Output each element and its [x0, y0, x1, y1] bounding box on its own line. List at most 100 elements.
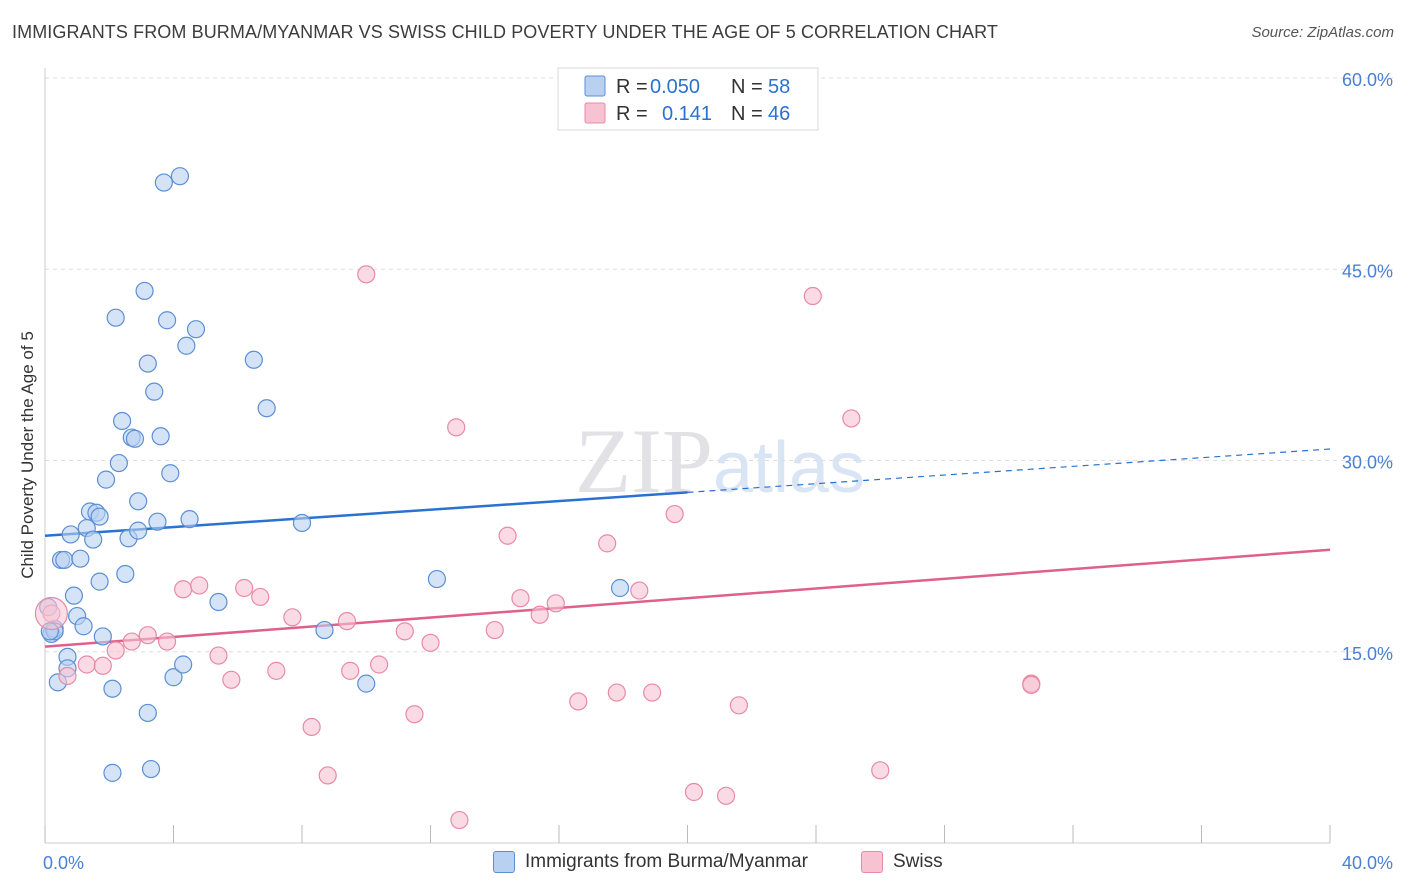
- data-point-swiss[interactable]: [630, 581, 649, 600]
- data-point-burma[interactable]: [90, 507, 109, 526]
- data-point-swiss[interactable]: [485, 620, 504, 640]
- data-point-burma[interactable]: [244, 350, 263, 369]
- data-point-burma[interactable]: [64, 586, 84, 605]
- data-point-burma[interactable]: [106, 308, 125, 327]
- data-point-swiss[interactable]: [77, 655, 96, 674]
- data-point-swiss[interactable]: [337, 612, 357, 631]
- data-point-burma[interactable]: [112, 411, 132, 431]
- series-legend-item-swiss[interactable]: Swiss: [861, 851, 943, 873]
- data-point-burma[interactable]: [138, 703, 157, 723]
- data-point-swiss[interactable]: [1022, 675, 1041, 695]
- data-point-burma[interactable]: [174, 655, 193, 674]
- legend-swatch-burma: [584, 75, 606, 97]
- data-point-burma[interactable]: [177, 336, 196, 355]
- data-point-burma[interactable]: [129, 521, 148, 540]
- data-point-burma[interactable]: [96, 470, 116, 489]
- data-point-burma[interactable]: [71, 549, 90, 568]
- data-point-swiss[interactable]: [684, 782, 704, 802]
- data-point-burma[interactable]: [148, 512, 167, 531]
- data-point-burma[interactable]: [170, 167, 190, 186]
- data-point-swiss[interactable]: [421, 633, 440, 652]
- data-point-burma[interactable]: [145, 382, 164, 401]
- data-point-swiss[interactable]: [157, 632, 177, 651]
- data-point-swiss[interactable]: [450, 810, 469, 830]
- data-point-swiss[interactable]: [546, 594, 565, 613]
- data-point-swiss[interactable]: [138, 626, 157, 645]
- data-point-burma[interactable]: [61, 525, 80, 544]
- legend-n-value-burma: 58: [768, 76, 790, 98]
- data-point-burma[interactable]: [90, 572, 109, 591]
- data-point-burma[interactable]: [103, 763, 122, 782]
- data-point-burma[interactable]: [209, 592, 228, 612]
- series-legend-label-swiss: Swiss: [893, 851, 943, 872]
- data-point-burma[interactable]: [154, 173, 173, 192]
- data-point-burma[interactable]: [141, 759, 161, 779]
- data-point-burma[interactable]: [161, 464, 180, 483]
- data-point-burma[interactable]: [427, 569, 447, 589]
- data-point-burma[interactable]: [164, 668, 183, 687]
- watermark-zip: ZIP: [575, 410, 713, 512]
- series-legend-item-burma[interactable]: Immigrants from Burma/Myanmar: [493, 851, 808, 873]
- data-point-burma[interactable]: [357, 674, 376, 693]
- data-point-burma[interactable]: [103, 679, 122, 698]
- data-point-swiss[interactable]: [598, 534, 617, 553]
- data-point-burma[interactable]: [186, 320, 206, 339]
- data-point-swiss[interactable]: [283, 608, 302, 627]
- data-point-burma[interactable]: [151, 427, 170, 446]
- y-tick-label: 60.0%: [1342, 70, 1393, 90]
- data-point-swiss[interactable]: [318, 766, 337, 785]
- data-point-burma[interactable]: [55, 550, 74, 570]
- data-point-swiss[interactable]: [607, 683, 626, 702]
- data-point-swiss[interactable]: [267, 661, 286, 680]
- data-point-burma[interactable]: [610, 578, 630, 598]
- series-swatch-burma: [493, 851, 515, 873]
- data-point-burma[interactable]: [138, 354, 157, 373]
- data-point-burma[interactable]: [180, 510, 199, 529]
- data-point-swiss[interactable]: [357, 265, 376, 284]
- chart-title: IMMIGRANTS FROM BURMA/MYANMAR VS SWISS C…: [12, 22, 999, 42]
- data-point-burma[interactable]: [315, 620, 334, 640]
- data-point-burma[interactable]: [292, 513, 312, 533]
- data-point-swiss[interactable]: [174, 580, 193, 599]
- data-point-swiss[interactable]: [729, 696, 749, 715]
- data-point-burma[interactable]: [109, 453, 128, 473]
- data-point-swiss[interactable]: [222, 670, 241, 689]
- data-point-swiss[interactable]: [106, 641, 125, 660]
- data-point-swiss[interactable]: [530, 605, 549, 624]
- data-point-burma[interactable]: [84, 530, 103, 549]
- data-point-swiss[interactable]: [405, 705, 424, 724]
- data-point-burma[interactable]: [257, 399, 276, 418]
- x-tick-label-max: 40.0%: [1342, 853, 1393, 873]
- data-point-swiss[interactable]: [498, 526, 517, 545]
- data-point-swiss[interactable]: [716, 786, 736, 805]
- data-point-swiss[interactable]: [251, 587, 270, 607]
- data-point-swiss[interactable]: [190, 576, 209, 595]
- data-point-swiss[interactable]: [643, 683, 662, 702]
- series-legend-label-burma: Immigrants from Burma/Myanmar: [525, 851, 808, 872]
- data-point-swiss[interactable]: [871, 761, 890, 780]
- data-point-swiss[interactable]: [302, 717, 321, 737]
- data-point-burma[interactable]: [129, 492, 148, 511]
- y-tick-label: 30.0%: [1342, 453, 1393, 473]
- data-point-swiss[interactable]: [395, 622, 414, 641]
- data-point-swiss[interactable]: [235, 578, 254, 598]
- data-point-swiss[interactable]: [842, 409, 861, 428]
- data-point-swiss[interactable]: [511, 589, 530, 608]
- data-point-swiss[interactable]: [370, 655, 389, 674]
- data-point-swiss[interactable]: [58, 666, 77, 686]
- data-point-burma[interactable]: [116, 564, 135, 584]
- data-point-burma[interactable]: [125, 429, 145, 448]
- data-point-swiss[interactable]: [569, 692, 588, 711]
- data-point-burma[interactable]: [135, 281, 154, 301]
- data-point-swiss-large[interactable]: [34, 596, 69, 631]
- data-point-burma[interactable]: [93, 627, 112, 646]
- data-point-swiss[interactable]: [209, 646, 228, 665]
- data-point-burma[interactable]: [157, 311, 177, 330]
- data-point-swiss[interactable]: [122, 632, 141, 651]
- data-point-swiss[interactable]: [447, 418, 466, 437]
- data-point-swiss[interactable]: [803, 286, 822, 306]
- data-point-burma[interactable]: [74, 617, 93, 636]
- data-point-swiss[interactable]: [341, 661, 360, 680]
- data-point-swiss[interactable]: [93, 656, 112, 675]
- data-point-swiss[interactable]: [665, 504, 684, 524]
